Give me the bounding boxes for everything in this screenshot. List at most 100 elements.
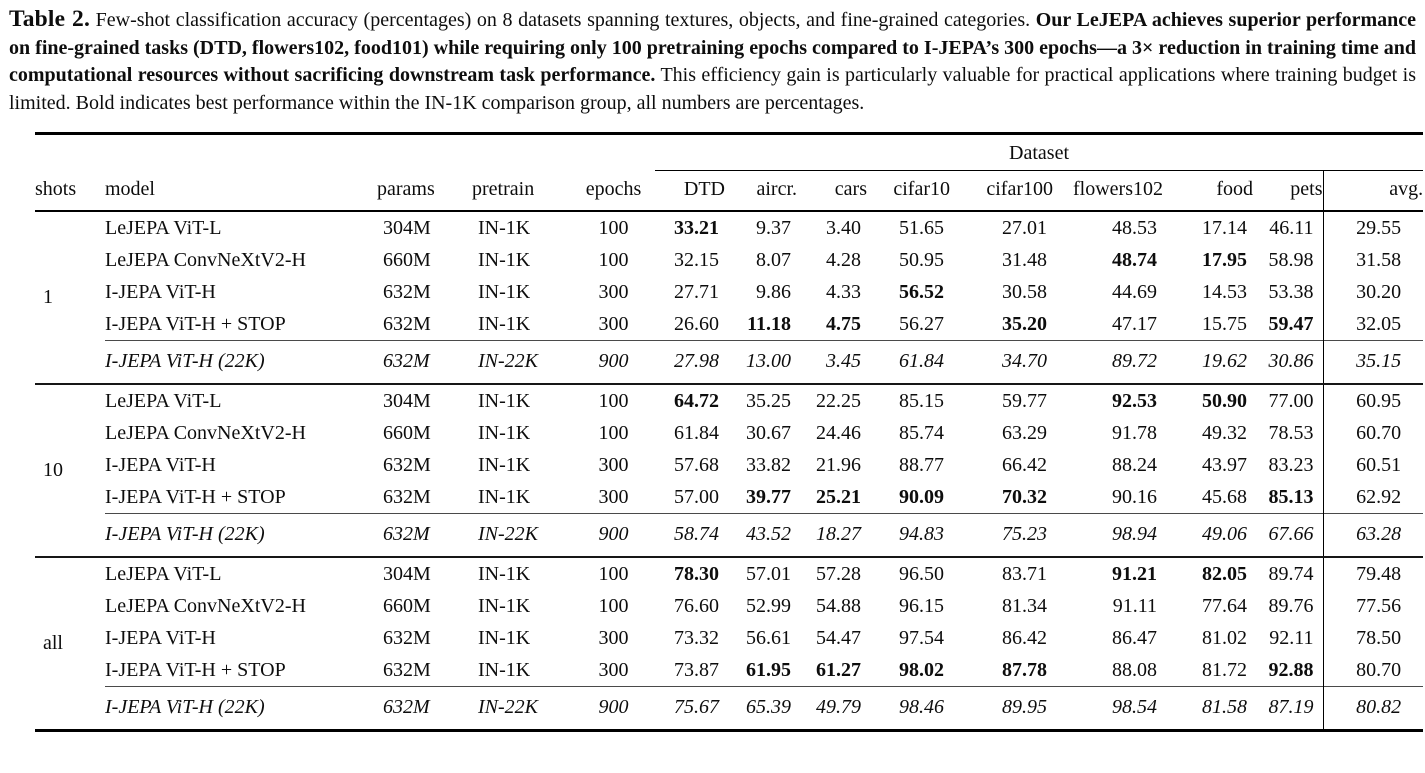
table-row: all LeJEPA ViT-L 304M IN-1K 100 78.30 57.01 57.… (35, 557, 1423, 654)
metric-value: 44.69 (1112, 280, 1157, 303)
caption-text: Few-shot classification accuracy (percen… (90, 9, 1036, 31)
metric-value: 85.15 (899, 389, 944, 412)
model-name: I-JEPA ViT-H (105, 280, 216, 303)
metric-value: 30.58 (1002, 280, 1047, 303)
model-name: I-JEPA ViT-H (22K) (105, 513, 377, 557)
metric-value: 34.70 (950, 340, 1053, 384)
metric-value: 30.86 (1253, 340, 1324, 384)
metric-value: 87.78 (1002, 658, 1047, 681)
metric-value: 81.58 (1163, 686, 1253, 731)
metric-value: 32.05 (1356, 312, 1402, 335)
metric-value: 90.09 (899, 485, 944, 508)
params-value: 632M (383, 485, 431, 508)
metric-value: 18.27 (797, 513, 867, 557)
shots-label: 10 (43, 459, 63, 481)
metric-value: 53.38 (1253, 276, 1324, 308)
params-value: 632M (383, 453, 431, 476)
params-value: 304M (383, 389, 431, 412)
metric-value: 51.65 (899, 216, 944, 239)
metric-value: 26.60 (674, 312, 719, 335)
metric-value: 75.67 (655, 686, 725, 731)
in22k-summary-row: I-JEPA ViT-H (22K) 632M IN-22K 900 58.74 43.5… (35, 513, 1424, 557)
metric-value: 25.21 (816, 485, 861, 508)
epochs-value: 300 (598, 453, 629, 476)
metric-value: 61.84 (867, 340, 950, 384)
epochs-value: 100 (598, 216, 629, 239)
metric-value: 4.33 (826, 280, 861, 303)
epochs-value: 100 (598, 562, 629, 585)
dataset-group-header: Dataset (655, 133, 1424, 171)
metric-value: 14.53 (1202, 280, 1247, 303)
params-value: 632M (383, 280, 431, 303)
metric-value: 61.95 (746, 658, 791, 681)
metric-value: 89.76 (1253, 590, 1324, 622)
metric-value: 54.47 (816, 626, 861, 649)
column-header-model: model (105, 170, 377, 212)
column-header-epochs: epochs (572, 170, 655, 212)
model-name: I-JEPA ViT-H (105, 626, 216, 649)
metric-value: 33.21 (674, 216, 719, 239)
metric-value: 29.55 (1356, 216, 1402, 239)
metric-value: 91.21 (1112, 562, 1157, 585)
metric-value: 58.98 (1253, 244, 1324, 276)
metric-value: 9.37 (756, 216, 791, 239)
column-header-cars: cars (797, 170, 867, 212)
metric-value: 3.40 (826, 216, 861, 239)
column-header-shots: shots (35, 170, 105, 212)
metric-value: 67.66 (1253, 513, 1324, 557)
metric-value: 80.82 (1323, 686, 1424, 731)
params-value: 660M (383, 421, 431, 444)
metric-value: 11.18 (747, 312, 791, 335)
metric-value: 60.95 (1356, 389, 1402, 412)
metric-value: 98.54 (1053, 686, 1163, 731)
metric-value: 79.48 (1356, 562, 1402, 585)
metric-value: 92.88 (1253, 654, 1324, 687)
metric-value: 81.02 (1202, 626, 1247, 649)
pretrain-value: IN-22K (472, 686, 572, 731)
table-row: I-JEPA ViT-H + STOP 632M IN-1K 300 73.87 61.9… (35, 654, 1423, 687)
metric-value: 35.25 (746, 389, 791, 412)
metric-value: 61.27 (816, 658, 861, 681)
column-header-avg: avg. (1323, 170, 1424, 212)
caption-text: This efficiency gain is particularly val… (9, 64, 1416, 114)
pretrain-value: IN-1K (478, 248, 531, 271)
metric-value: 85.13 (1253, 481, 1324, 514)
metric-value: 85.74 (899, 421, 944, 444)
model-name: I-JEPA ViT-H + STOP (105, 658, 286, 681)
in22k-summary-row: I-JEPA ViT-H (22K) 632M IN-22K 900 75.67 65.3… (35, 686, 1424, 731)
metric-value: 81.34 (1002, 594, 1047, 617)
metric-value: 78.30 (674, 562, 719, 585)
epochs-value: 300 (598, 312, 629, 335)
metric-value: 50.90 (1202, 389, 1247, 412)
caption-title: Table 2. (9, 6, 91, 32)
metric-value: 31.58 (1356, 248, 1402, 271)
table-row: I-JEPA ViT-H + STOP 632M IN-1K 300 57.00 39.7… (35, 481, 1423, 514)
metric-value: 30.20 (1356, 280, 1402, 303)
metric-value: 27.01 (1002, 216, 1047, 239)
epochs-value: 100 (598, 421, 629, 444)
metric-value: 17.14 (1202, 216, 1247, 239)
metric-value: 30.67 (746, 421, 791, 444)
column-header-food: food (1163, 170, 1253, 212)
metric-value: 15.75 (1202, 312, 1247, 335)
metric-value: 43.52 (725, 513, 797, 557)
pretrain-value: IN-22K (472, 340, 572, 384)
pretrain-value: IN-1K (478, 453, 531, 476)
metric-value: 73.32 (674, 626, 719, 649)
metric-value: 22.25 (816, 389, 861, 412)
metric-value: 98.46 (867, 686, 950, 731)
column-header-pretrain: pretrain (472, 170, 572, 212)
model-name: I-JEPA ViT-H + STOP (105, 485, 286, 508)
table-row: LeJEPA ConvNeXtV2-H 660M IN-1K 100 61.84 30.6… (35, 417, 1423, 449)
model-name: LeJEPA ViT-L (105, 389, 222, 412)
metric-value: 60.70 (1356, 421, 1402, 444)
metric-value: 94.83 (867, 513, 950, 557)
metric-value: 56.27 (899, 312, 944, 335)
pretrain-value: IN-1K (478, 280, 531, 303)
metric-value: 78.53 (1253, 417, 1324, 449)
epochs-value: 300 (598, 658, 629, 681)
params-value: 632M (383, 312, 431, 335)
metric-value: 83.23 (1253, 449, 1324, 481)
dataset-group-row: Dataset (35, 133, 1424, 171)
metric-value: 49.79 (797, 686, 867, 731)
